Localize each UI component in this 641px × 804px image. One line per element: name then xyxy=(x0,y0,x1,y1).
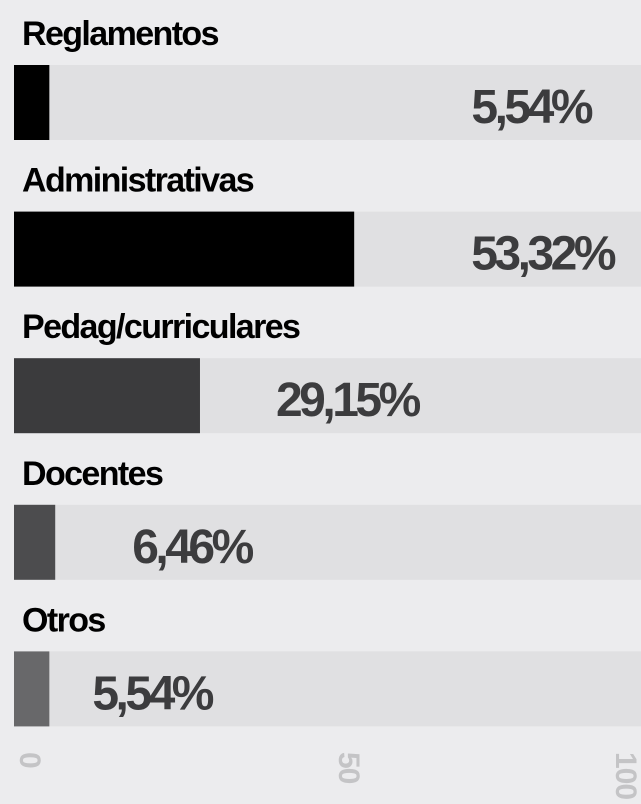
value-label: 6,46% xyxy=(132,521,253,574)
bar-track xyxy=(14,504,641,580)
bar xyxy=(14,65,50,140)
x-tick-label: 0 xyxy=(13,752,46,768)
x-tick-label: 100 xyxy=(609,752,641,799)
value-label: 53,32% xyxy=(471,228,616,281)
value-label: 29,15% xyxy=(276,374,421,427)
category-label: Otros xyxy=(22,601,105,639)
x-tick-label: 50 xyxy=(332,752,365,784)
category-label: Reglamentos xyxy=(22,15,219,53)
bar xyxy=(14,651,50,727)
bar-track xyxy=(14,65,641,140)
category-label: Docentes xyxy=(22,455,163,493)
bar-track xyxy=(14,651,641,727)
bar xyxy=(14,504,56,580)
category-label: Pedag/curriculares xyxy=(22,308,300,346)
value-label: 5,54% xyxy=(471,81,592,134)
category-label: Administrativas xyxy=(22,162,254,200)
bar xyxy=(14,211,355,287)
bar xyxy=(14,358,200,434)
value-label: 5,54% xyxy=(92,667,213,720)
